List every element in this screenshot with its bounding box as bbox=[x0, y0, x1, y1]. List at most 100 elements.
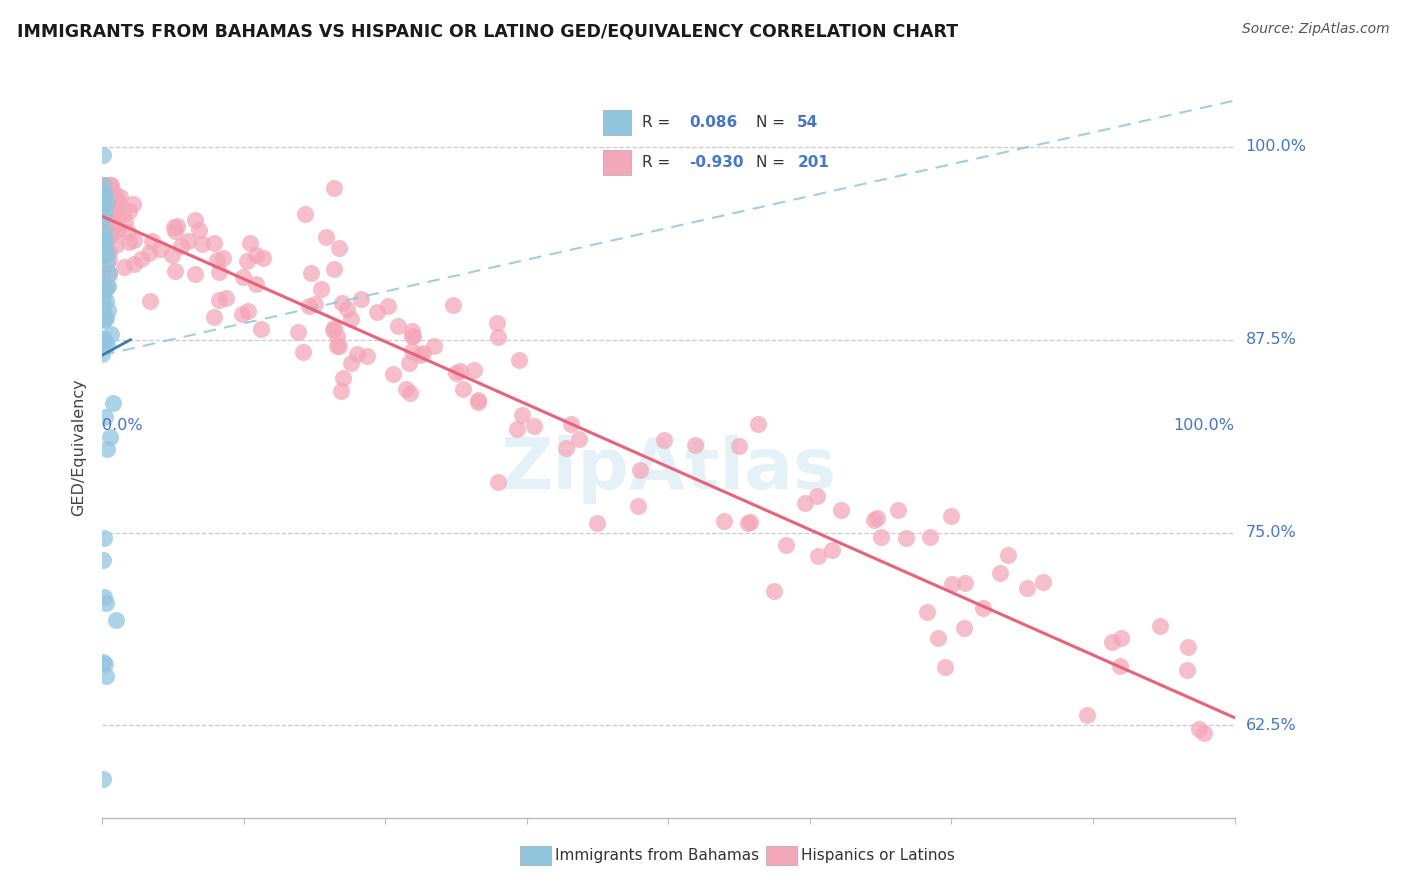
Point bbox=[401, 343, 423, 358]
Point bbox=[239, 236, 262, 251]
Point bbox=[100, 178, 122, 193]
Point bbox=[915, 605, 938, 619]
Point bbox=[122, 233, 145, 247]
Text: 62.5%: 62.5% bbox=[1246, 718, 1296, 733]
Point bbox=[100, 178, 122, 193]
Point bbox=[91, 302, 114, 317]
Point bbox=[326, 328, 349, 343]
Point bbox=[350, 292, 373, 306]
Point bbox=[91, 200, 114, 214]
Point bbox=[340, 312, 363, 326]
Point bbox=[409, 348, 432, 362]
Point bbox=[93, 331, 115, 345]
Point bbox=[91, 202, 114, 217]
Point bbox=[93, 208, 115, 222]
Point bbox=[93, 282, 115, 296]
Point bbox=[98, 252, 121, 266]
Point bbox=[627, 500, 650, 514]
Point bbox=[139, 293, 162, 308]
Point bbox=[208, 265, 231, 279]
Point bbox=[508, 353, 530, 368]
Point bbox=[91, 235, 114, 250]
Point bbox=[304, 297, 326, 311]
Point bbox=[118, 204, 141, 219]
Point bbox=[138, 246, 160, 260]
Point bbox=[91, 232, 114, 246]
Point bbox=[184, 267, 207, 281]
Point bbox=[387, 318, 409, 333]
Point bbox=[245, 248, 267, 262]
Point bbox=[340, 356, 363, 370]
Point bbox=[96, 256, 118, 270]
Point bbox=[91, 296, 114, 310]
Point bbox=[93, 147, 115, 161]
Point bbox=[794, 496, 817, 510]
Point bbox=[93, 178, 115, 193]
Point bbox=[94, 178, 117, 193]
Point bbox=[93, 531, 115, 545]
Point bbox=[311, 282, 333, 296]
Point bbox=[94, 248, 117, 262]
Point bbox=[463, 362, 485, 376]
Point bbox=[652, 433, 675, 447]
Point bbox=[1175, 663, 1198, 677]
Point bbox=[568, 432, 591, 446]
Point bbox=[1032, 575, 1054, 590]
Point bbox=[93, 312, 115, 326]
Point bbox=[91, 290, 114, 304]
Point bbox=[94, 201, 117, 215]
Point bbox=[93, 232, 115, 246]
Point bbox=[485, 316, 508, 330]
Point bbox=[94, 211, 117, 226]
Point bbox=[91, 187, 114, 202]
Point bbox=[162, 248, 184, 262]
Point bbox=[252, 251, 274, 265]
Point bbox=[467, 393, 489, 408]
Point bbox=[97, 219, 120, 233]
Point bbox=[104, 237, 127, 252]
Point bbox=[322, 181, 344, 195]
Point bbox=[299, 266, 322, 280]
Point bbox=[97, 303, 120, 318]
Point bbox=[554, 442, 576, 456]
Point bbox=[98, 219, 121, 233]
Point bbox=[105, 194, 128, 209]
Point bbox=[330, 384, 353, 398]
Point bbox=[96, 195, 118, 210]
Point bbox=[103, 219, 125, 234]
Point bbox=[191, 237, 214, 252]
Point bbox=[1076, 708, 1098, 723]
Point bbox=[866, 511, 889, 525]
Text: ZipAtlas: ZipAtlas bbox=[501, 435, 837, 504]
Point bbox=[93, 223, 115, 237]
Point bbox=[100, 327, 122, 342]
Point bbox=[91, 301, 114, 315]
Point bbox=[96, 280, 118, 294]
Point bbox=[346, 347, 368, 361]
Point bbox=[328, 338, 350, 352]
Point bbox=[93, 284, 115, 298]
Point bbox=[104, 613, 127, 627]
Point bbox=[105, 207, 128, 221]
Point bbox=[941, 576, 963, 591]
Point bbox=[1177, 640, 1199, 655]
Point bbox=[727, 439, 749, 453]
Point bbox=[747, 417, 769, 431]
Point bbox=[94, 204, 117, 219]
Point bbox=[96, 185, 118, 199]
Point bbox=[510, 408, 533, 422]
Point bbox=[96, 210, 118, 224]
Point bbox=[245, 277, 267, 291]
Point bbox=[107, 194, 129, 208]
Point bbox=[94, 211, 117, 226]
Point bbox=[110, 190, 132, 204]
Point bbox=[934, 660, 956, 674]
Point bbox=[93, 182, 115, 196]
Point bbox=[738, 515, 761, 529]
Point bbox=[91, 195, 114, 210]
Point bbox=[401, 324, 423, 338]
Point bbox=[94, 178, 117, 193]
Point bbox=[322, 323, 344, 337]
Point bbox=[953, 575, 976, 590]
Point bbox=[96, 311, 118, 326]
